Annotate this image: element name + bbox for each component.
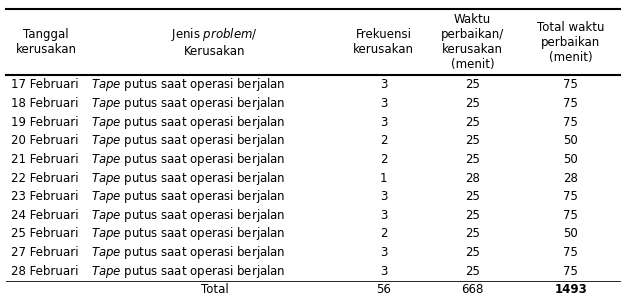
Text: 25: 25 bbox=[465, 78, 480, 91]
Text: 50: 50 bbox=[563, 134, 578, 147]
Text: 75: 75 bbox=[563, 116, 578, 128]
Text: 75: 75 bbox=[563, 209, 578, 222]
Text: 56: 56 bbox=[376, 284, 391, 296]
Text: $\mathit{Tape}$ putus saat operasi berjalan: $\mathit{Tape}$ putus saat operasi berja… bbox=[91, 76, 285, 93]
Text: 3: 3 bbox=[380, 265, 387, 278]
Text: 25: 25 bbox=[465, 228, 480, 240]
Text: 25: 25 bbox=[465, 97, 480, 110]
Text: 25: 25 bbox=[465, 209, 480, 222]
Text: 3: 3 bbox=[380, 209, 387, 222]
Text: 75: 75 bbox=[563, 97, 578, 110]
Text: $\mathit{Tape}$ putus saat operasi berjalan: $\mathit{Tape}$ putus saat operasi berja… bbox=[91, 244, 285, 261]
Text: 75: 75 bbox=[563, 246, 578, 259]
Text: 18 Februari: 18 Februari bbox=[11, 97, 79, 110]
Text: 50: 50 bbox=[563, 228, 578, 240]
Text: 3: 3 bbox=[380, 190, 387, 203]
Text: 23 Februari: 23 Februari bbox=[11, 190, 79, 203]
Text: 27 Februari: 27 Februari bbox=[11, 246, 79, 259]
Text: 24 Februari: 24 Februari bbox=[11, 209, 79, 222]
Text: 50: 50 bbox=[563, 153, 578, 166]
Text: 3: 3 bbox=[380, 246, 387, 259]
Text: 22 Februari: 22 Februari bbox=[11, 172, 79, 184]
Text: $\mathit{Tape}$ putus saat operasi berjalan: $\mathit{Tape}$ putus saat operasi berja… bbox=[91, 207, 285, 224]
Text: Frekuensi
kerusakan: Frekuensi kerusakan bbox=[353, 28, 414, 56]
Text: 2: 2 bbox=[380, 228, 387, 240]
Text: $\mathit{Tape}$ putus saat operasi berjalan: $\mathit{Tape}$ putus saat operasi berja… bbox=[91, 263, 285, 280]
Text: Waktu
perbaikan/
kerusakan
(menit): Waktu perbaikan/ kerusakan (menit) bbox=[441, 13, 504, 71]
Text: $\mathit{Tape}$ putus saat operasi berjalan: $\mathit{Tape}$ putus saat operasi berja… bbox=[91, 170, 285, 186]
Text: 25: 25 bbox=[465, 153, 480, 166]
Text: 75: 75 bbox=[563, 265, 578, 278]
Text: $\mathit{Tape}$ putus saat operasi berjalan: $\mathit{Tape}$ putus saat operasi berja… bbox=[91, 151, 285, 168]
Text: 25 Februari: 25 Februari bbox=[11, 228, 79, 240]
Text: 3: 3 bbox=[380, 97, 387, 110]
Text: 28: 28 bbox=[465, 172, 480, 184]
Text: 3: 3 bbox=[380, 116, 387, 128]
Text: 17 Februari: 17 Februari bbox=[11, 78, 79, 91]
Text: $\mathit{Tape}$ putus saat operasi berjalan: $\mathit{Tape}$ putus saat operasi berja… bbox=[91, 95, 285, 112]
Text: 2: 2 bbox=[380, 134, 387, 147]
Text: $\mathit{Tape}$ putus saat operasi berjalan: $\mathit{Tape}$ putus saat operasi berja… bbox=[91, 114, 285, 131]
Text: $\mathit{Tape}$ putus saat operasi berjalan: $\mathit{Tape}$ putus saat operasi berja… bbox=[91, 188, 285, 205]
Text: 2: 2 bbox=[380, 153, 387, 166]
Text: $\mathit{Tape}$ putus saat operasi berjalan: $\mathit{Tape}$ putus saat operasi berja… bbox=[91, 132, 285, 149]
Text: 28: 28 bbox=[563, 172, 578, 184]
Text: 28 Februari: 28 Februari bbox=[11, 265, 79, 278]
Text: 75: 75 bbox=[563, 190, 578, 203]
Text: Total waktu
perbaikan
(menit): Total waktu perbaikan (menit) bbox=[537, 21, 605, 64]
Text: 25: 25 bbox=[465, 246, 480, 259]
Text: 25: 25 bbox=[465, 134, 480, 147]
Text: 75: 75 bbox=[563, 78, 578, 91]
Text: 1: 1 bbox=[380, 172, 387, 184]
Text: Total: Total bbox=[201, 284, 228, 296]
Text: Tanggal
kerusakan: Tanggal kerusakan bbox=[16, 28, 76, 56]
Text: $\mathit{Tape}$ putus saat operasi berjalan: $\mathit{Tape}$ putus saat operasi berja… bbox=[91, 226, 285, 242]
Text: 25: 25 bbox=[465, 190, 480, 203]
Text: 20 Februari: 20 Februari bbox=[11, 134, 79, 147]
Text: 25: 25 bbox=[465, 116, 480, 128]
Text: 19 Februari: 19 Februari bbox=[11, 116, 79, 128]
Text: 25: 25 bbox=[465, 265, 480, 278]
Text: 668: 668 bbox=[461, 284, 484, 296]
Text: 1493: 1493 bbox=[554, 284, 587, 296]
Text: 3: 3 bbox=[380, 78, 387, 91]
Text: Jenis $\mathit{problem}$/
Kerusakan: Jenis $\mathit{problem}$/ Kerusakan bbox=[172, 26, 258, 58]
Text: 21 Februari: 21 Februari bbox=[11, 153, 79, 166]
